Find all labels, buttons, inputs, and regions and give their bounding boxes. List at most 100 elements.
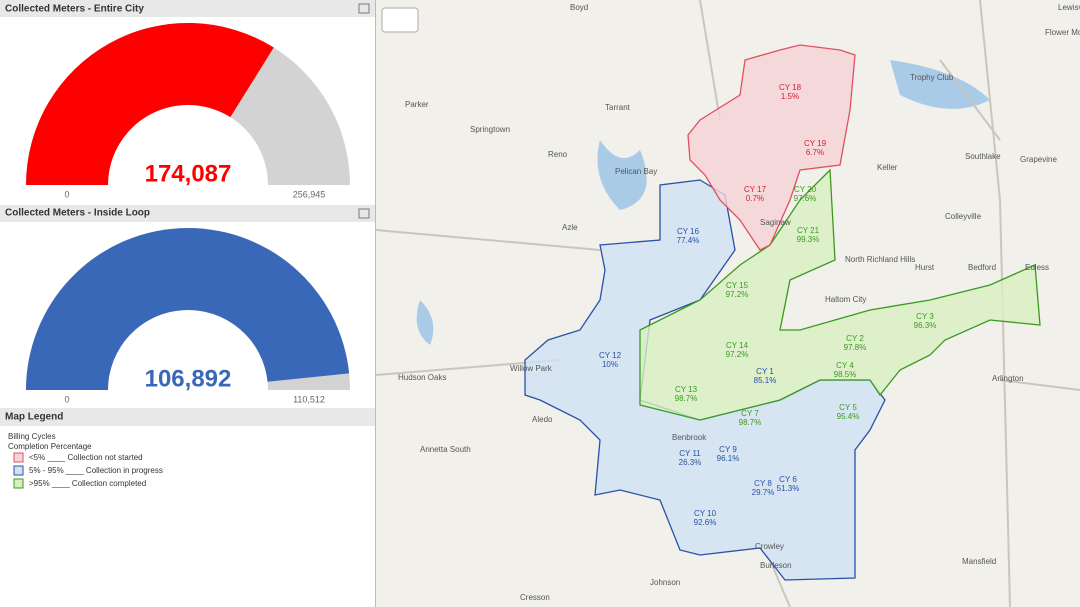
- basemap-button[interactable]: [381, 7, 419, 33]
- legend-label: >95% ____ Collection completed: [29, 479, 146, 488]
- cycle-percent: 51.3%: [777, 484, 800, 493]
- cycle-percent: 97.6%: [794, 194, 817, 203]
- gauge-max: 110,512: [293, 394, 325, 404]
- legend-subheading: Completion Percentage: [8, 442, 92, 451]
- place-label: Flower Mound: [1045, 28, 1080, 37]
- gauges: 174,087 0 256,945 106,892 0 110,512: [26, 23, 350, 404]
- place-label: Reno: [548, 150, 568, 159]
- panel-header: [0, 0, 375, 17]
- gauge-value: 174,087: [145, 160, 232, 187]
- place-label: Parker: [405, 100, 429, 109]
- cycle-percent: 85.1%: [754, 376, 777, 385]
- region-in-progress: [524, 179, 886, 581]
- place-label: Benbrook: [672, 433, 707, 442]
- place-label: Lewisville: [1058, 3, 1080, 12]
- water: [416, 60, 991, 345]
- place-label: Southlake: [965, 152, 1001, 161]
- cycle-percent: 98.5%: [834, 370, 857, 379]
- cycle-percent: 0.7%: [746, 194, 764, 203]
- legend-label: 5% - 95% ____ Collection in progress: [29, 466, 163, 475]
- gauge-min: 0: [64, 394, 69, 404]
- cycle-name: CY 3: [916, 312, 934, 321]
- place-label: Aledo: [532, 415, 553, 424]
- cycle-name: CY 17: [744, 185, 767, 194]
- place-label: Haltom City: [825, 295, 866, 304]
- cycle-percent: 95.4%: [837, 412, 860, 421]
- legend-label: <5% ____ Collection not started: [29, 453, 143, 462]
- cycle-name: CY 20: [794, 185, 817, 194]
- place-label: North Richland Hills: [845, 255, 915, 264]
- cycle-name: CY 9: [719, 445, 737, 454]
- place-label: Colleyville: [945, 212, 982, 221]
- place-label: Arlington: [992, 374, 1024, 383]
- place-label: Grapevine: [1020, 155, 1057, 164]
- cycle-percent: 97.8%: [844, 343, 867, 352]
- cycle-name: CY 8: [754, 479, 772, 488]
- cycle-percent: 92.6%: [694, 518, 717, 527]
- place-label: Pelican Bay: [615, 167, 657, 176]
- roads: [375, 0, 1080, 607]
- place-label: Hurst: [915, 263, 935, 272]
- gauge-title: Collected Meters - Inside Loop: [5, 208, 150, 219]
- cycle-percent: 10%: [602, 360, 618, 369]
- cycle-name: CY 14: [726, 341, 749, 350]
- cycle-percent: 98.7%: [739, 418, 762, 427]
- cycle-name: CY 5: [839, 403, 857, 412]
- cycle-name: CY 11: [679, 449, 701, 458]
- cycle-name: CY 12: [599, 351, 622, 360]
- gauge-fill: [26, 228, 350, 390]
- place-label: Euless: [1025, 263, 1049, 272]
- cycle-percent: 96.1%: [717, 454, 740, 463]
- cycle-name: CY 16: [677, 227, 700, 236]
- place-label: Saginaw: [760, 218, 791, 227]
- cycle-percent: 26.3%: [679, 458, 702, 467]
- legend-swatch: [13, 452, 24, 463]
- map[interactable]: Boyd Parker Springtown Reno Pelican Bay Azle T…: [375, 0, 1080, 607]
- cycle-percent: 6.7%: [806, 148, 824, 157]
- cycle-percent: 77.4%: [677, 236, 700, 245]
- place-label: Bedford: [968, 263, 996, 272]
- cycle-percent: 29.7%: [752, 488, 775, 497]
- cycle-name: CY 21: [797, 226, 820, 235]
- place-label: Azle: [562, 223, 578, 232]
- region-not-started: [687, 44, 856, 251]
- expand-button[interactable]: [358, 208, 370, 219]
- gauge-min: 0: [64, 189, 69, 199]
- gauge-title: Collected Meters - Entire City: [5, 4, 144, 15]
- place-label: Trophy Club: [910, 73, 954, 82]
- legend-title: Map Legend: [5, 412, 63, 423]
- expand-button[interactable]: [358, 3, 370, 14]
- cycle-percent: 98.7%: [675, 394, 698, 403]
- panel-header: [0, 408, 375, 426]
- region-completed: [639, 168, 1041, 421]
- place-label: Tarrant: [605, 103, 631, 112]
- place-label: Boyd: [570, 3, 588, 12]
- gauge-value: 106,892: [145, 365, 232, 392]
- place-label: Burleson: [760, 561, 792, 570]
- legend-heading: Billing Cycles: [8, 432, 56, 441]
- cycle-name: CY 1: [756, 367, 774, 376]
- legend-swatch: [13, 478, 24, 489]
- gauge-fill: [26, 23, 274, 186]
- place-label: Annetta South: [420, 445, 471, 454]
- cycle-name: CY 18: [779, 83, 802, 92]
- cycle-name: CY 13: [675, 385, 698, 394]
- place-label: Cresson: [520, 593, 550, 602]
- gauge-max: 256,945: [293, 189, 326, 199]
- cycle-percent: 96.3%: [914, 321, 937, 330]
- panel-header: [0, 205, 375, 222]
- place-label: Willow Park: [510, 364, 553, 373]
- place-label: Crowley: [755, 542, 784, 551]
- place-label: Keller: [877, 163, 898, 172]
- place-label: Hudson Oaks: [398, 373, 446, 382]
- cycle-name: CY 4: [836, 361, 854, 370]
- legend-swatch: [13, 465, 24, 476]
- cycle-percent: 1.5%: [781, 92, 799, 101]
- place-labels: Boyd Parker Springtown Reno Pelican Bay Azle T…: [398, 3, 1080, 602]
- place-label: Mansfield: [962, 557, 996, 566]
- cycle-name: CY 10: [694, 509, 717, 518]
- place-label: Springtown: [470, 125, 510, 134]
- cycle-name: CY 2: [846, 334, 864, 343]
